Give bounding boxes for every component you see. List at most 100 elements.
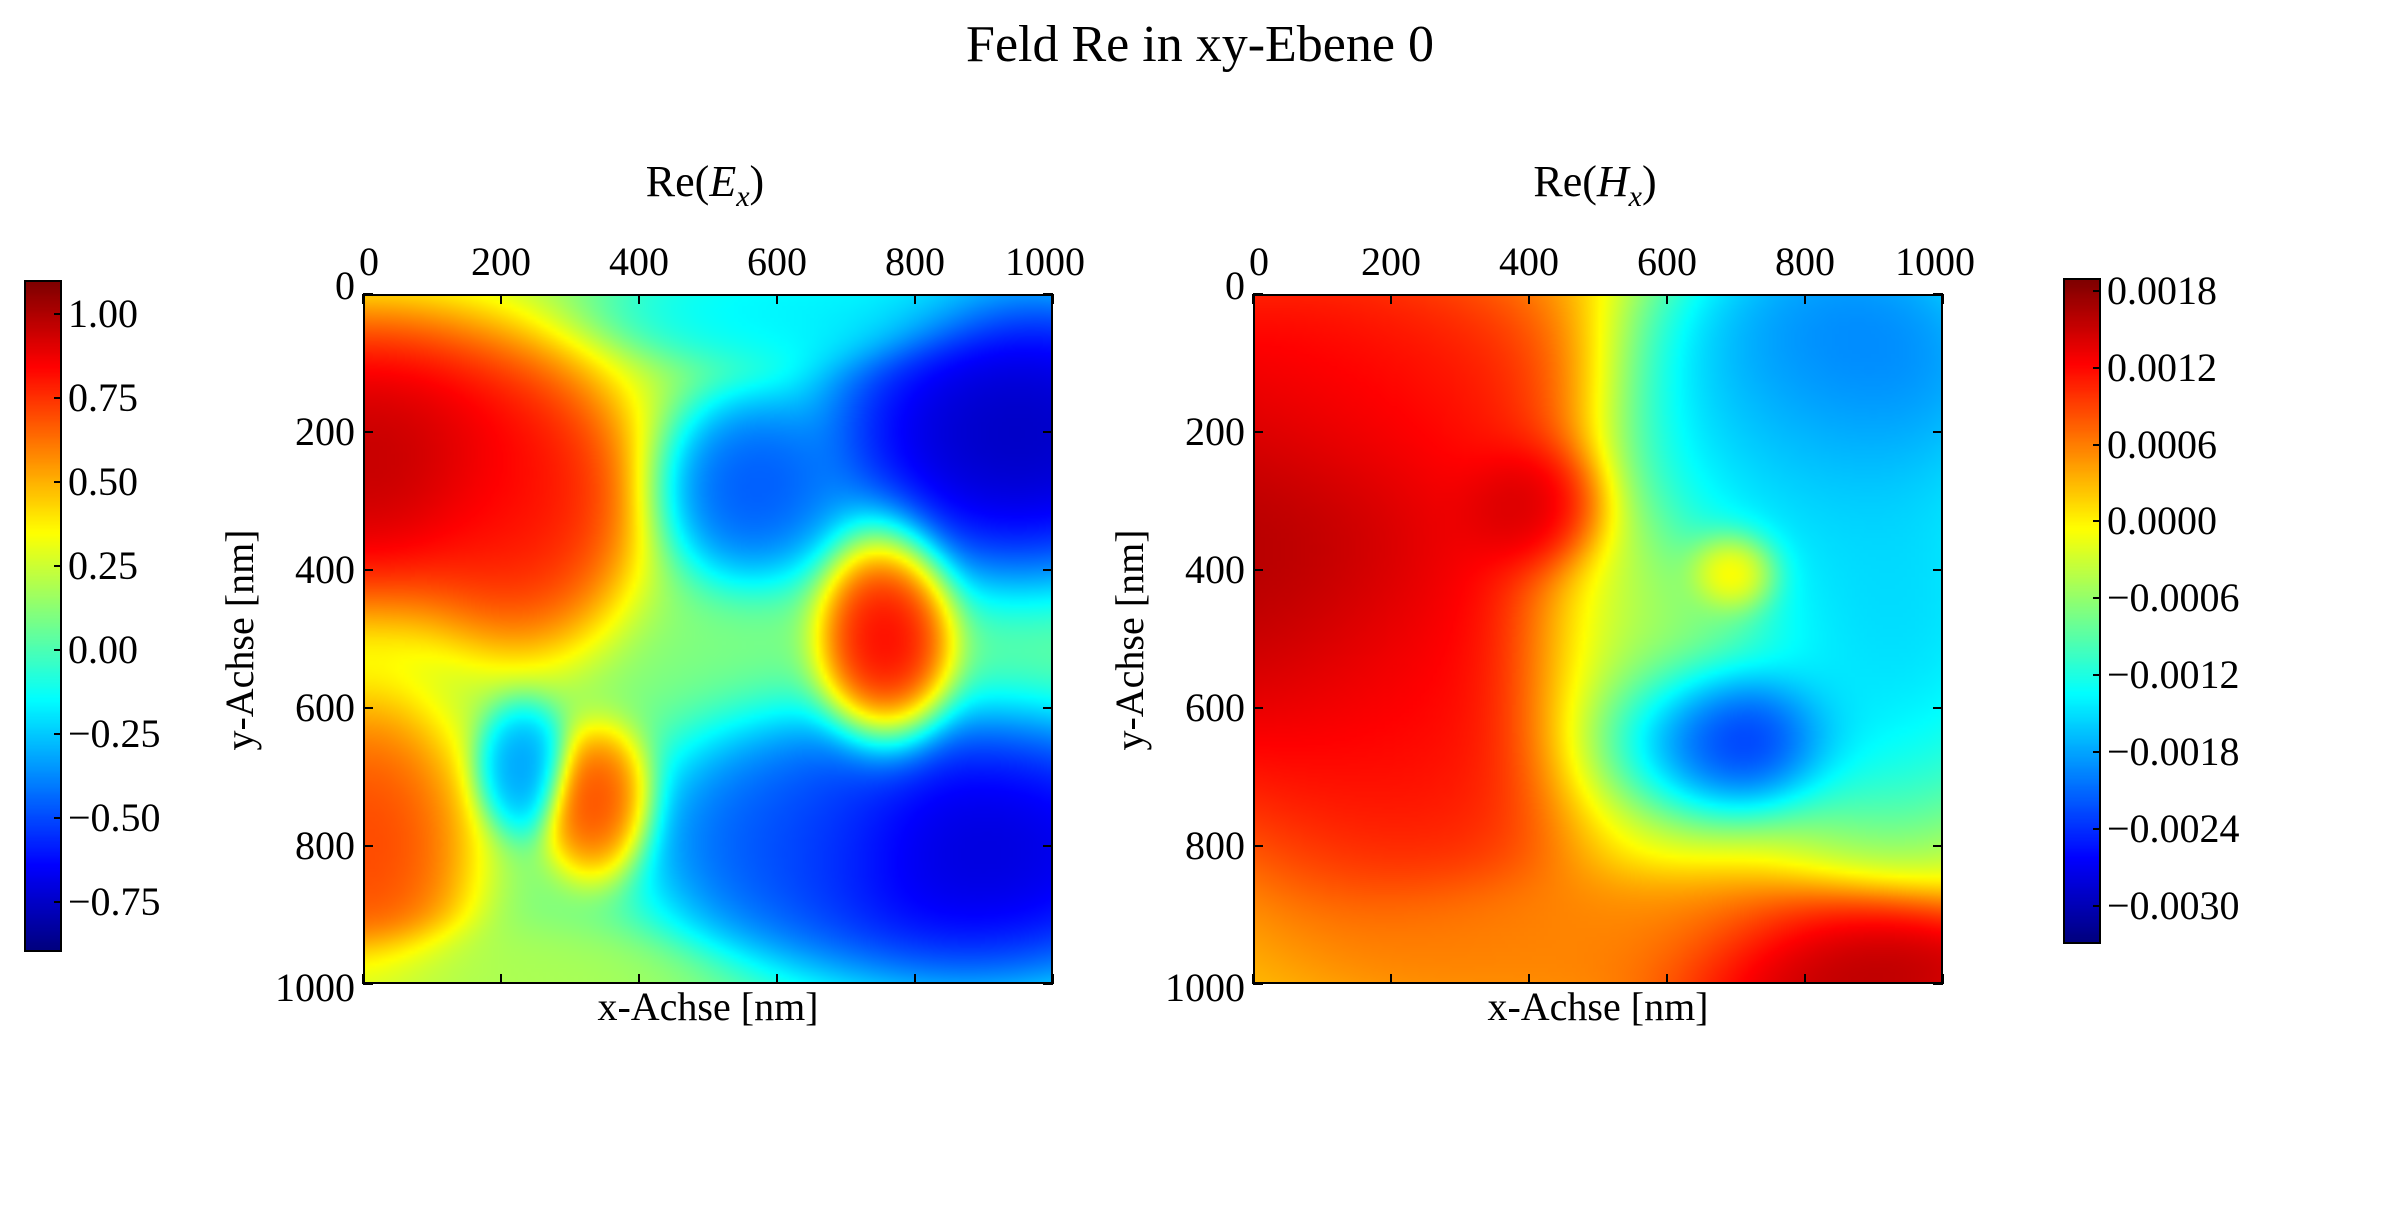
xlabel-hx: x-Achse [nm] — [1487, 984, 1709, 1029]
ytick-label: 600 — [1185, 685, 1245, 730]
subplot-title-ex-close: ) — [749, 157, 765, 206]
ytick-mark — [1043, 293, 1053, 295]
xtick-mark — [1942, 974, 1944, 984]
colorbar-tick-mark — [2093, 443, 2101, 446]
ytick-label: 800 — [1185, 823, 1245, 868]
ytick-mark — [1043, 845, 1053, 847]
xtick-mark — [914, 974, 916, 984]
colorbar-tick-label: −0.0012 — [2107, 652, 2240, 698]
xtick-label: 600 — [1637, 239, 1697, 284]
ytick-mark — [363, 569, 373, 571]
ytick-label: 400 — [1185, 547, 1245, 592]
subplot-title-ex-base: Re( — [645, 157, 710, 206]
colorbar-hx-gradient — [2065, 280, 2099, 942]
xtick-mark — [776, 294, 778, 304]
xtick-label: 400 — [1499, 239, 1559, 284]
ytick-label: 0 — [335, 263, 355, 308]
colorbar-hx — [2063, 278, 2101, 944]
xtick-mark — [1804, 974, 1806, 984]
ytick-mark — [1933, 293, 1943, 295]
colorbar-tick-mark — [2093, 597, 2101, 600]
ytick-mark — [363, 431, 373, 433]
colorbar-tick-mark — [2093, 366, 2101, 369]
xtick-mark — [1666, 974, 1668, 984]
xtick-mark — [638, 974, 640, 984]
xtick-label: 0 — [359, 239, 379, 284]
xlabel-ex: x-Achse [nm] — [597, 984, 819, 1029]
ytick-label: 1000 — [275, 965, 355, 1010]
heatmap-hx-frame — [1253, 294, 1943, 984]
ytick-label: 600 — [295, 685, 355, 730]
subplot-title-hx-base: Re( — [1533, 157, 1597, 206]
colorbar-tick-label: 0.75 — [68, 374, 138, 420]
ytick-mark — [1253, 845, 1263, 847]
xtick-label: 400 — [609, 239, 669, 284]
ytick-mark — [1253, 707, 1263, 709]
xtick-mark — [776, 974, 778, 984]
ytick-mark — [363, 845, 373, 847]
colorbar-tick-mark — [2093, 674, 2101, 677]
colorbar-tick-label: 0.0000 — [2107, 498, 2217, 544]
xtick-mark — [500, 294, 502, 304]
xtick-mark — [1528, 294, 1530, 304]
ytick-mark — [1253, 293, 1263, 295]
colorbar-tick-mark — [54, 732, 62, 735]
ylabel-ex: y-Achse [nm] — [217, 529, 262, 751]
colorbar-tick-label: 0.25 — [68, 542, 138, 588]
colorbar-ex-gradient — [26, 282, 60, 950]
colorbar-tick-label: −0.0018 — [2107, 728, 2240, 774]
subplot-title-ex-sub: x — [736, 179, 750, 213]
colorbar-tick-mark — [54, 312, 62, 315]
ytick-mark — [1933, 569, 1943, 571]
xtick-label: 200 — [1361, 239, 1421, 284]
ytick-mark — [1043, 707, 1053, 709]
colorbar-tick-label: 0.50 — [68, 458, 138, 504]
subplot-title-hx-var: H — [1596, 157, 1629, 206]
ytick-mark — [1043, 569, 1053, 571]
xtick-mark — [1390, 974, 1392, 984]
heatmap-hx — [1255, 296, 1941, 982]
colorbar-tick-label: −0.0030 — [2107, 882, 2240, 928]
colorbar-tick-mark — [54, 396, 62, 399]
colorbar-tick-label: −0.0006 — [2107, 575, 2240, 621]
ytick-mark — [363, 293, 373, 295]
ytick-label: 200 — [1185, 409, 1245, 454]
subplot-title-hx-sub: x — [1628, 179, 1642, 213]
xtick-mark — [914, 294, 916, 304]
colorbar-tick-mark — [2093, 289, 2101, 292]
subplot-title-ex: Re(Ex) — [360, 152, 1050, 227]
xtick-mark — [638, 294, 640, 304]
heatmap-ex-frame — [363, 294, 1053, 984]
colorbar-tick-mark — [54, 900, 62, 903]
xtick-label: 1000 — [1005, 239, 1085, 284]
figure-title: Feld Re in xy-Ebene 0 — [966, 16, 1434, 73]
xtick-mark — [1052, 294, 1054, 304]
colorbar-tick-mark — [2093, 904, 2101, 907]
ytick-mark — [1253, 983, 1263, 985]
colorbar-tick-label: −0.75 — [68, 878, 161, 924]
ytick-mark — [1933, 983, 1943, 985]
ytick-mark — [363, 983, 373, 985]
colorbar-tick-mark — [2093, 750, 2101, 753]
xtick-label: 800 — [1775, 239, 1835, 284]
ytick-label: 0 — [1225, 263, 1245, 308]
colorbar-tick-label: −0.50 — [68, 794, 161, 840]
colorbar-tick-label: 0.0006 — [2107, 421, 2217, 467]
ytick-mark — [1933, 431, 1943, 433]
colorbar-ex — [24, 280, 62, 952]
xtick-mark — [362, 974, 364, 984]
xtick-label: 800 — [885, 239, 945, 284]
colorbar-tick-mark — [54, 648, 62, 651]
colorbar-tick-label: 0.00 — [68, 626, 138, 672]
colorbar-tick-mark — [2093, 520, 2101, 523]
heatmap-ex — [365, 296, 1051, 982]
ytick-mark — [363, 707, 373, 709]
xtick-mark — [1942, 294, 1944, 304]
ytick-mark — [1933, 707, 1943, 709]
xtick-mark — [500, 974, 502, 984]
xtick-mark — [1528, 974, 1530, 984]
xtick-label: 600 — [747, 239, 807, 284]
xtick-label: 1000 — [1895, 239, 1975, 284]
colorbar-tick-label: 0.0018 — [2107, 267, 2217, 313]
xtick-mark — [1252, 974, 1254, 984]
